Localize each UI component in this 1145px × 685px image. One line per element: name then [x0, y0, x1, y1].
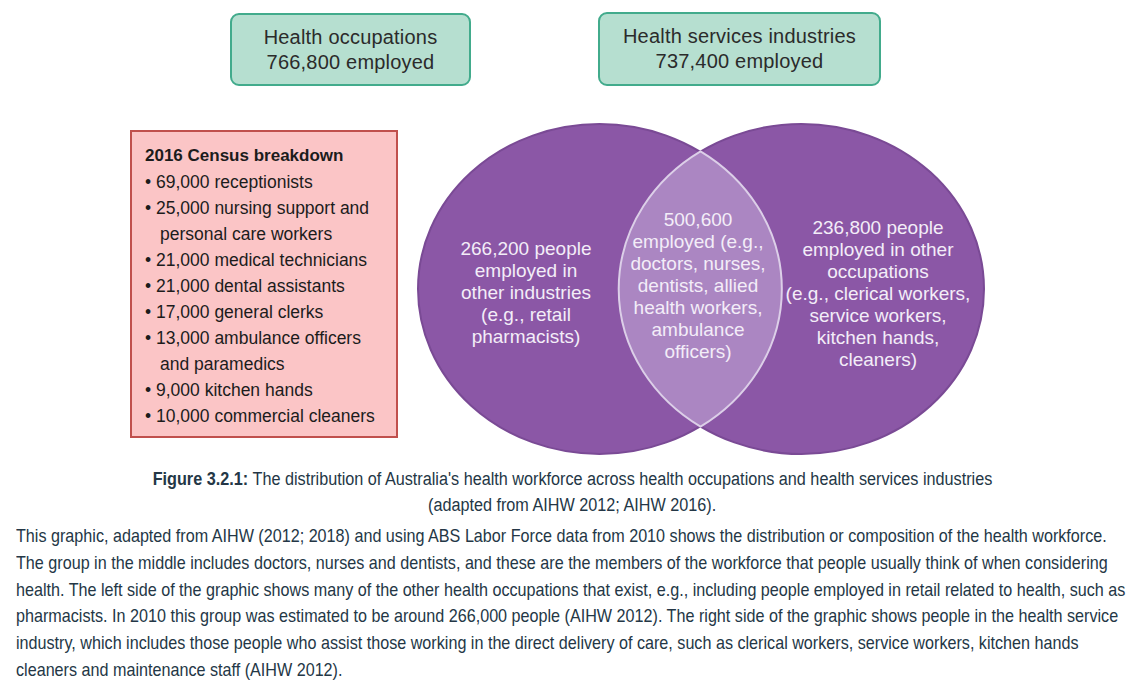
census-item: 9,000 kitchen hands [145, 377, 386, 403]
census-breakdown-box: 2016 Census breakdown 69,000 receptionis… [130, 130, 398, 438]
health-services-box: Health services industries 737,400 emplo… [598, 12, 881, 86]
census-item: 21,000 medical technicians [145, 247, 386, 273]
health-occupations-box: Health occupations 766,800 employed [230, 13, 471, 86]
census-item: 17,000 general clerks [145, 299, 386, 325]
figure-caption-text: The distribution of Australia's health w… [248, 469, 992, 489]
health-occupations-label: Health occupations [264, 25, 438, 50]
description-paragraph: This graphic, adapted from AIHW (2012; 2… [16, 523, 1145, 684]
census-breakdown-list: 69,000 receptionists 25,000 nursing supp… [145, 169, 386, 429]
census-item: 10,000 commercial cleaners [145, 403, 386, 429]
census-item: 13,000 ambulance officers and paramedics [145, 325, 386, 377]
figure-page: Health occupations 766,800 employed Heal… [0, 0, 1145, 685]
overlap-text: 500,600 employed (e.g., doctors, nurses,… [608, 209, 788, 363]
health-occupations-count: 766,800 employed [267, 50, 435, 75]
health-services-count: 737,400 employed [656, 49, 824, 74]
right-circle-text: 236,800 people employed in other occupat… [768, 217, 988, 371]
census-item: 69,000 receptionists [145, 169, 386, 195]
figure-caption: Figure 3.2.1: The distribution of Austra… [0, 466, 1145, 518]
figure-caption-line2: (adapted from AIHW 2012; AIHW 2016). [428, 492, 716, 518]
census-item: 21,000 dental assistants [145, 273, 386, 299]
census-item: 25,000 nursing support and personal care… [145, 195, 386, 247]
figure-caption-label: Figure 3.2.1: [153, 469, 248, 489]
health-services-label: Health services industries [623, 24, 856, 49]
census-breakdown-title: 2016 Census breakdown [145, 143, 386, 169]
